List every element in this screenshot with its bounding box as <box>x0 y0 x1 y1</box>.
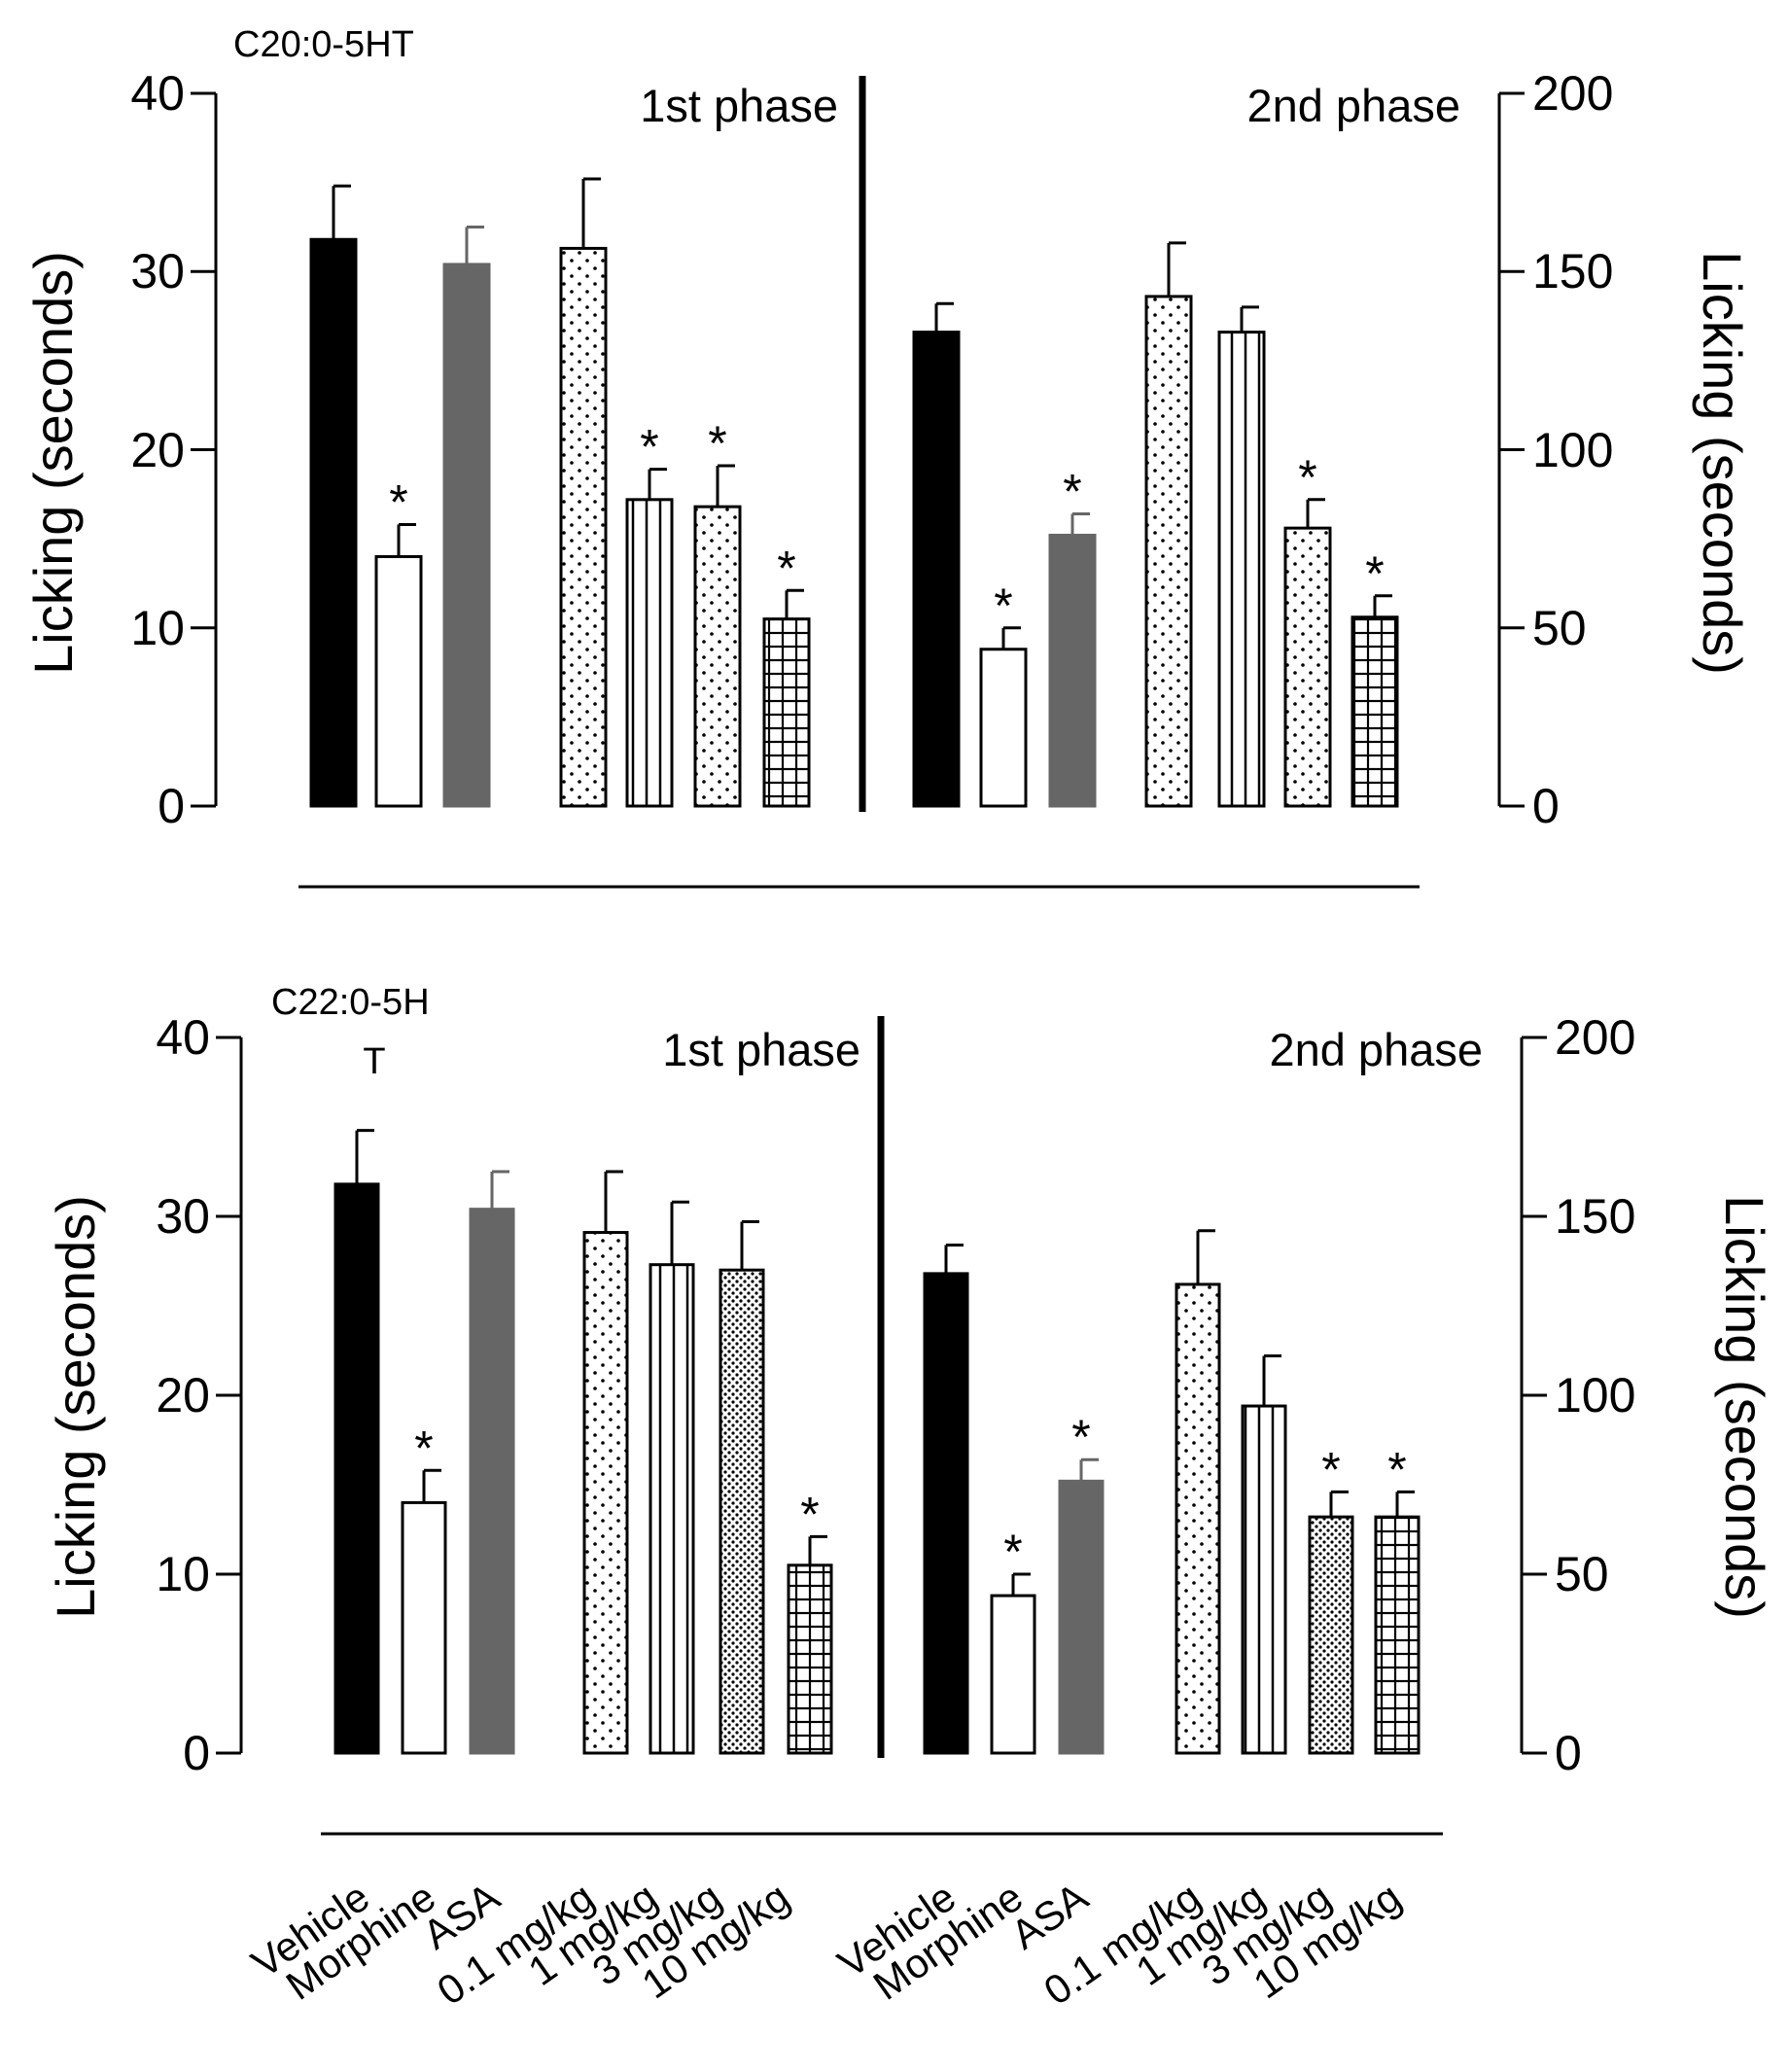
phase-label-2nd: 2nd phase <box>1246 80 1460 131</box>
y-axis-title-left: Licking (seconds) <box>22 251 84 675</box>
significance-star-1-mg-kg-phase1: * <box>640 420 658 474</box>
right-axis: 0 50 100 150 200 <box>1497 66 1613 833</box>
bar-1-mg-kg-phase2 <box>1241 1404 1287 1755</box>
panel-title-line-2: T <box>363 1041 385 1082</box>
bar-morphine-phase2 <box>979 648 1028 808</box>
bar-3-mg-kg-phase2 <box>1308 1515 1354 1755</box>
right-tick-label: 100 <box>1555 1368 1635 1422</box>
bar-3-mg-kg-phase2 <box>1283 526 1332 808</box>
left-tick-label: 40 <box>130 66 185 121</box>
y-axis-title-right: Licking (seconds) <box>1714 1195 1775 1619</box>
significance-star-10-mg-kg-phase1: * <box>777 541 795 595</box>
left-tick-label: 20 <box>130 423 185 477</box>
right-tick-label: 150 <box>1532 244 1613 299</box>
bar-3-mg-kg-phase1 <box>719 1268 765 1755</box>
bar-10-mg-kg-phase2 <box>1351 615 1399 808</box>
left-tick-label: 40 <box>156 1010 210 1065</box>
bar-1-mg-kg-phase2 <box>1217 331 1266 808</box>
significance-star-asa-phase2: * <box>1071 1410 1090 1464</box>
bar-group-c22: * * * * * * <box>333 1129 1421 1755</box>
right-tick-label: 50 <box>1555 1547 1609 1601</box>
significance-star-morphine-phase1: * <box>414 1421 433 1475</box>
phase-label-1st: 1st phase <box>662 1024 860 1075</box>
bar-vehicle-phase2 <box>912 331 961 808</box>
left-tick-label: 20 <box>156 1368 210 1422</box>
significance-star-morphine-phase2: * <box>994 579 1012 633</box>
bar-vehicle-phase2 <box>923 1272 969 1755</box>
right-tick-label: 50 <box>1532 601 1587 655</box>
left-tick-label: 30 <box>156 1189 210 1244</box>
left-tick-label: 10 <box>156 1547 210 1601</box>
significance-star-asa-phase2: * <box>1063 464 1081 518</box>
panel-title-line-1: C20:0-5HT <box>233 24 414 65</box>
significance-star-morphine-phase2: * <box>1003 1525 1022 1579</box>
left-tick-label: 30 <box>130 244 185 299</box>
right-tick-label: 0 <box>1532 779 1560 833</box>
left-axis: 0 10 20 30 40 <box>156 1010 243 1780</box>
significance-star-10-mg-kg-phase1: * <box>800 1487 819 1541</box>
panel-title-line-1: C22:0-5H <box>271 982 430 1023</box>
category-labels: Vehicle Morphine ASA 0.1 mg/kg 1 mg/kg 3… <box>243 1874 1409 2014</box>
bar-morphine-phase2 <box>990 1594 1036 1755</box>
bar-morphine-phase1 <box>401 1500 447 1755</box>
phase-label-1st: 1st phase <box>640 80 838 131</box>
bar-asa-phase1 <box>469 1208 515 1755</box>
right-tick-label: 200 <box>1555 1010 1635 1065</box>
right-axis: 0 50 100 150 200 <box>1520 1010 1635 1780</box>
bar-vehicle-phase1 <box>309 237 358 808</box>
bar-asa-phase1 <box>442 263 491 808</box>
significance-star-10-mg-kg-phase2: * <box>1387 1442 1406 1496</box>
bar-3-mg-kg-phase1 <box>693 505 742 808</box>
bar-10-mg-kg-phase1 <box>762 617 811 808</box>
bar-morphine-phase1 <box>374 554 423 808</box>
bar-0-1-mg-kg-phase1 <box>582 1231 629 1755</box>
bar-asa-phase2 <box>1058 1479 1105 1755</box>
left-tick-label: 0 <box>158 779 185 833</box>
left-axis: 0 10 20 30 40 <box>130 66 218 833</box>
right-tick-label: 0 <box>1555 1726 1582 1780</box>
panel-c20: C20:0-5HT Licking (seconds) Licking (sec… <box>22 24 1753 889</box>
right-tick-label: 100 <box>1532 423 1613 477</box>
significance-star-3-mg-kg-phase2: * <box>1298 450 1316 505</box>
left-tick-label: 10 <box>130 601 185 655</box>
right-tick-label: 150 <box>1555 1189 1635 1244</box>
y-axis-title-right: Licking (seconds) <box>1692 251 1753 675</box>
bar-10-mg-kg-phase1 <box>787 1563 833 1755</box>
significance-star-3-mg-kg-phase2: * <box>1321 1442 1340 1496</box>
bar-1-mg-kg-phase1 <box>625 498 674 808</box>
phase-label-2nd: 2nd phase <box>1269 1024 1483 1075</box>
bar-0-1-mg-kg-phase2 <box>1175 1282 1221 1755</box>
y-axis-title-left: Licking (seconds) <box>45 1195 106 1619</box>
bar-0-1-mg-kg-phase1 <box>559 246 608 808</box>
bar-group-c20: * * * * * * * * <box>309 177 1399 808</box>
significance-star-3-mg-kg-phase1: * <box>708 416 726 471</box>
panel-c22: C22:0-5H T Licking (seconds) Licking (se… <box>45 982 1775 1836</box>
right-tick-label: 200 <box>1532 66 1613 121</box>
left-tick-label: 0 <box>183 1726 210 1780</box>
significance-star-10-mg-kg-phase2: * <box>1365 546 1384 601</box>
bar-1-mg-kg-phase1 <box>649 1263 695 1755</box>
bar-0-1-mg-kg-phase2 <box>1144 295 1193 808</box>
significance-star-morphine-phase1: * <box>389 474 407 529</box>
bar-10-mg-kg-phase2 <box>1374 1515 1421 1755</box>
bar-vehicle-phase1 <box>333 1182 380 1755</box>
bar-asa-phase2 <box>1048 533 1097 808</box>
